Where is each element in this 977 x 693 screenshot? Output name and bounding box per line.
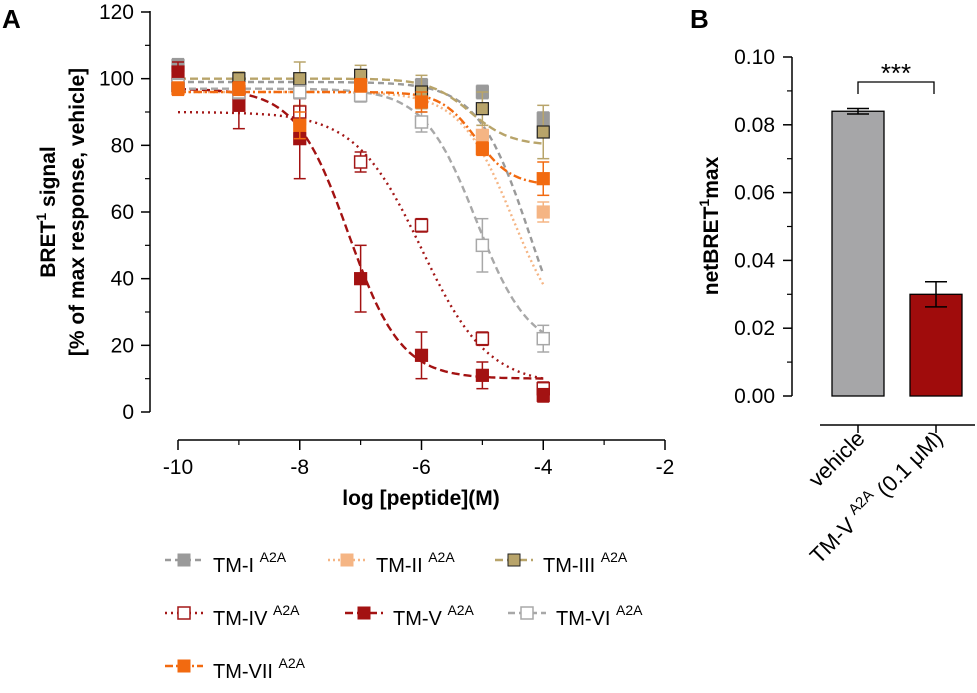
y-tick-label: 0	[122, 401, 134, 424]
data-point-tm-vii	[536, 172, 550, 186]
y-tick-label: 100	[99, 68, 134, 91]
category-label-tm-v: TM-V A2A (0.1 μM)	[803, 424, 948, 569]
data-point-tm-vii	[171, 82, 185, 96]
legend-label-tm-vii: TM-VII A2A	[213, 655, 306, 683]
category-label-vehicle: vehicle	[803, 426, 869, 492]
panel-a-xlabel: log [peptide](M)	[342, 487, 499, 510]
y-tick-label: 60	[111, 201, 134, 224]
bar-vehicle	[831, 110, 885, 397]
b-y-tick-label: 0.02	[734, 317, 775, 340]
legend-marker	[507, 553, 521, 567]
y-tick-label: 120	[99, 1, 134, 24]
data-point-tm-v	[475, 368, 489, 382]
panel-label-a: A	[2, 4, 21, 34]
b-y-tick-label: 0.04	[734, 249, 775, 272]
data-point-tm-v	[536, 388, 550, 402]
data-point-tm-ii	[536, 205, 550, 219]
significance-bracket	[857, 81, 935, 94]
panel-a-legend: TM-I A2A TM-II A2A TM-III A2A TM-IV A2A TM-V…	[165, 549, 643, 683]
legend-marker	[177, 606, 191, 620]
panel-a-ylabel-line1: BRET1 signal	[33, 146, 60, 278]
data-point-tm-iv	[353, 155, 368, 169]
data-point-tm-ii	[475, 128, 489, 142]
x-tick-label: -8	[290, 456, 309, 479]
data-point-tm-vii	[293, 118, 307, 132]
b-y-tick-label: 0.00	[734, 385, 775, 408]
bar-tm-v	[909, 293, 963, 397]
legend-marker	[340, 553, 354, 567]
data-point-tm-vii	[475, 142, 489, 156]
legend-label-tm-ii: TM-II A2A	[376, 549, 455, 577]
panel-a-data-points	[171, 57, 550, 403]
data-point-tm-vii	[232, 82, 246, 96]
b-y-tick-label: 0.10	[734, 46, 775, 69]
panel-b-tick-labels: 0.00 0.02 0.04 0.06 0.08 0.10	[734, 46, 775, 408]
data-point-tm-iv	[475, 331, 490, 346]
data-point-tm-iii	[536, 125, 550, 139]
b-y-tick-label: 0.08	[734, 114, 775, 137]
panel-a: A 0 20 40 60 80 100 120 -10 -8 -6 -4 -2 BRET1 signa…	[2, 1, 674, 683]
data-point-tm-v	[232, 98, 246, 112]
legend-label-tm-vi: TM-VI A2A	[556, 602, 643, 630]
significance-stars: ***	[881, 58, 911, 88]
legend-label-tm-v: TM-V A2A	[393, 602, 475, 630]
legend-marker	[177, 553, 191, 567]
data-point-tm-iv	[414, 218, 429, 233]
panel-b-ylabel: netBRET1max	[696, 156, 723, 295]
panel-a-tick-labels: 0 20 40 60 80 100 120 -10 -8 -6 -4 -2	[99, 1, 674, 479]
legend-label-tm-iv: TM-IV A2A	[213, 602, 300, 630]
panel-a-axes	[141, 11, 666, 450]
panel-b-significance: ***	[857, 58, 935, 94]
panel-b: B 0.00 0.02 0.04 0.06 0.08 0.10 netBRET1max *…	[690, 4, 975, 568]
data-point-tm-vii	[414, 95, 429, 109]
data-point-tm-vii	[354, 78, 368, 92]
data-point-tm-v	[414, 348, 429, 362]
x-tick-label: -10	[163, 456, 193, 479]
data-point-tm-v	[354, 272, 368, 286]
panel-a-ylabel-line2: [% of max response, vehicle]	[66, 68, 89, 356]
x-tick-label: -4	[534, 456, 553, 479]
legend-marker	[177, 659, 191, 673]
panel-b-bars	[831, 107, 963, 397]
y-tick-label: 80	[111, 134, 134, 157]
data-point-tm-vi	[536, 331, 550, 346]
legend-label-tm-i: TM-I A2A	[213, 549, 287, 577]
panel-b-axes	[783, 56, 975, 433]
legend-marker	[357, 606, 371, 620]
data-point-tm-vi	[475, 238, 490, 253]
data-point-tm-vi	[414, 115, 429, 129]
panel-label-b: B	[690, 4, 709, 34]
x-tick-label: -6	[412, 456, 431, 479]
b-y-tick-label: 0.06	[734, 182, 775, 205]
data-point-tm-v	[171, 65, 185, 79]
data-point-tm-vi	[293, 85, 307, 99]
data-point-tm-iii	[293, 72, 307, 86]
x-tick-label: -2	[656, 456, 675, 479]
legend-label-tm-iii: TM-III A2A	[543, 549, 628, 577]
data-point-tm-iii	[475, 102, 489, 116]
y-tick-label: 40	[111, 268, 134, 291]
y-tick-label: 20	[111, 334, 134, 357]
legend-marker	[520, 606, 534, 620]
